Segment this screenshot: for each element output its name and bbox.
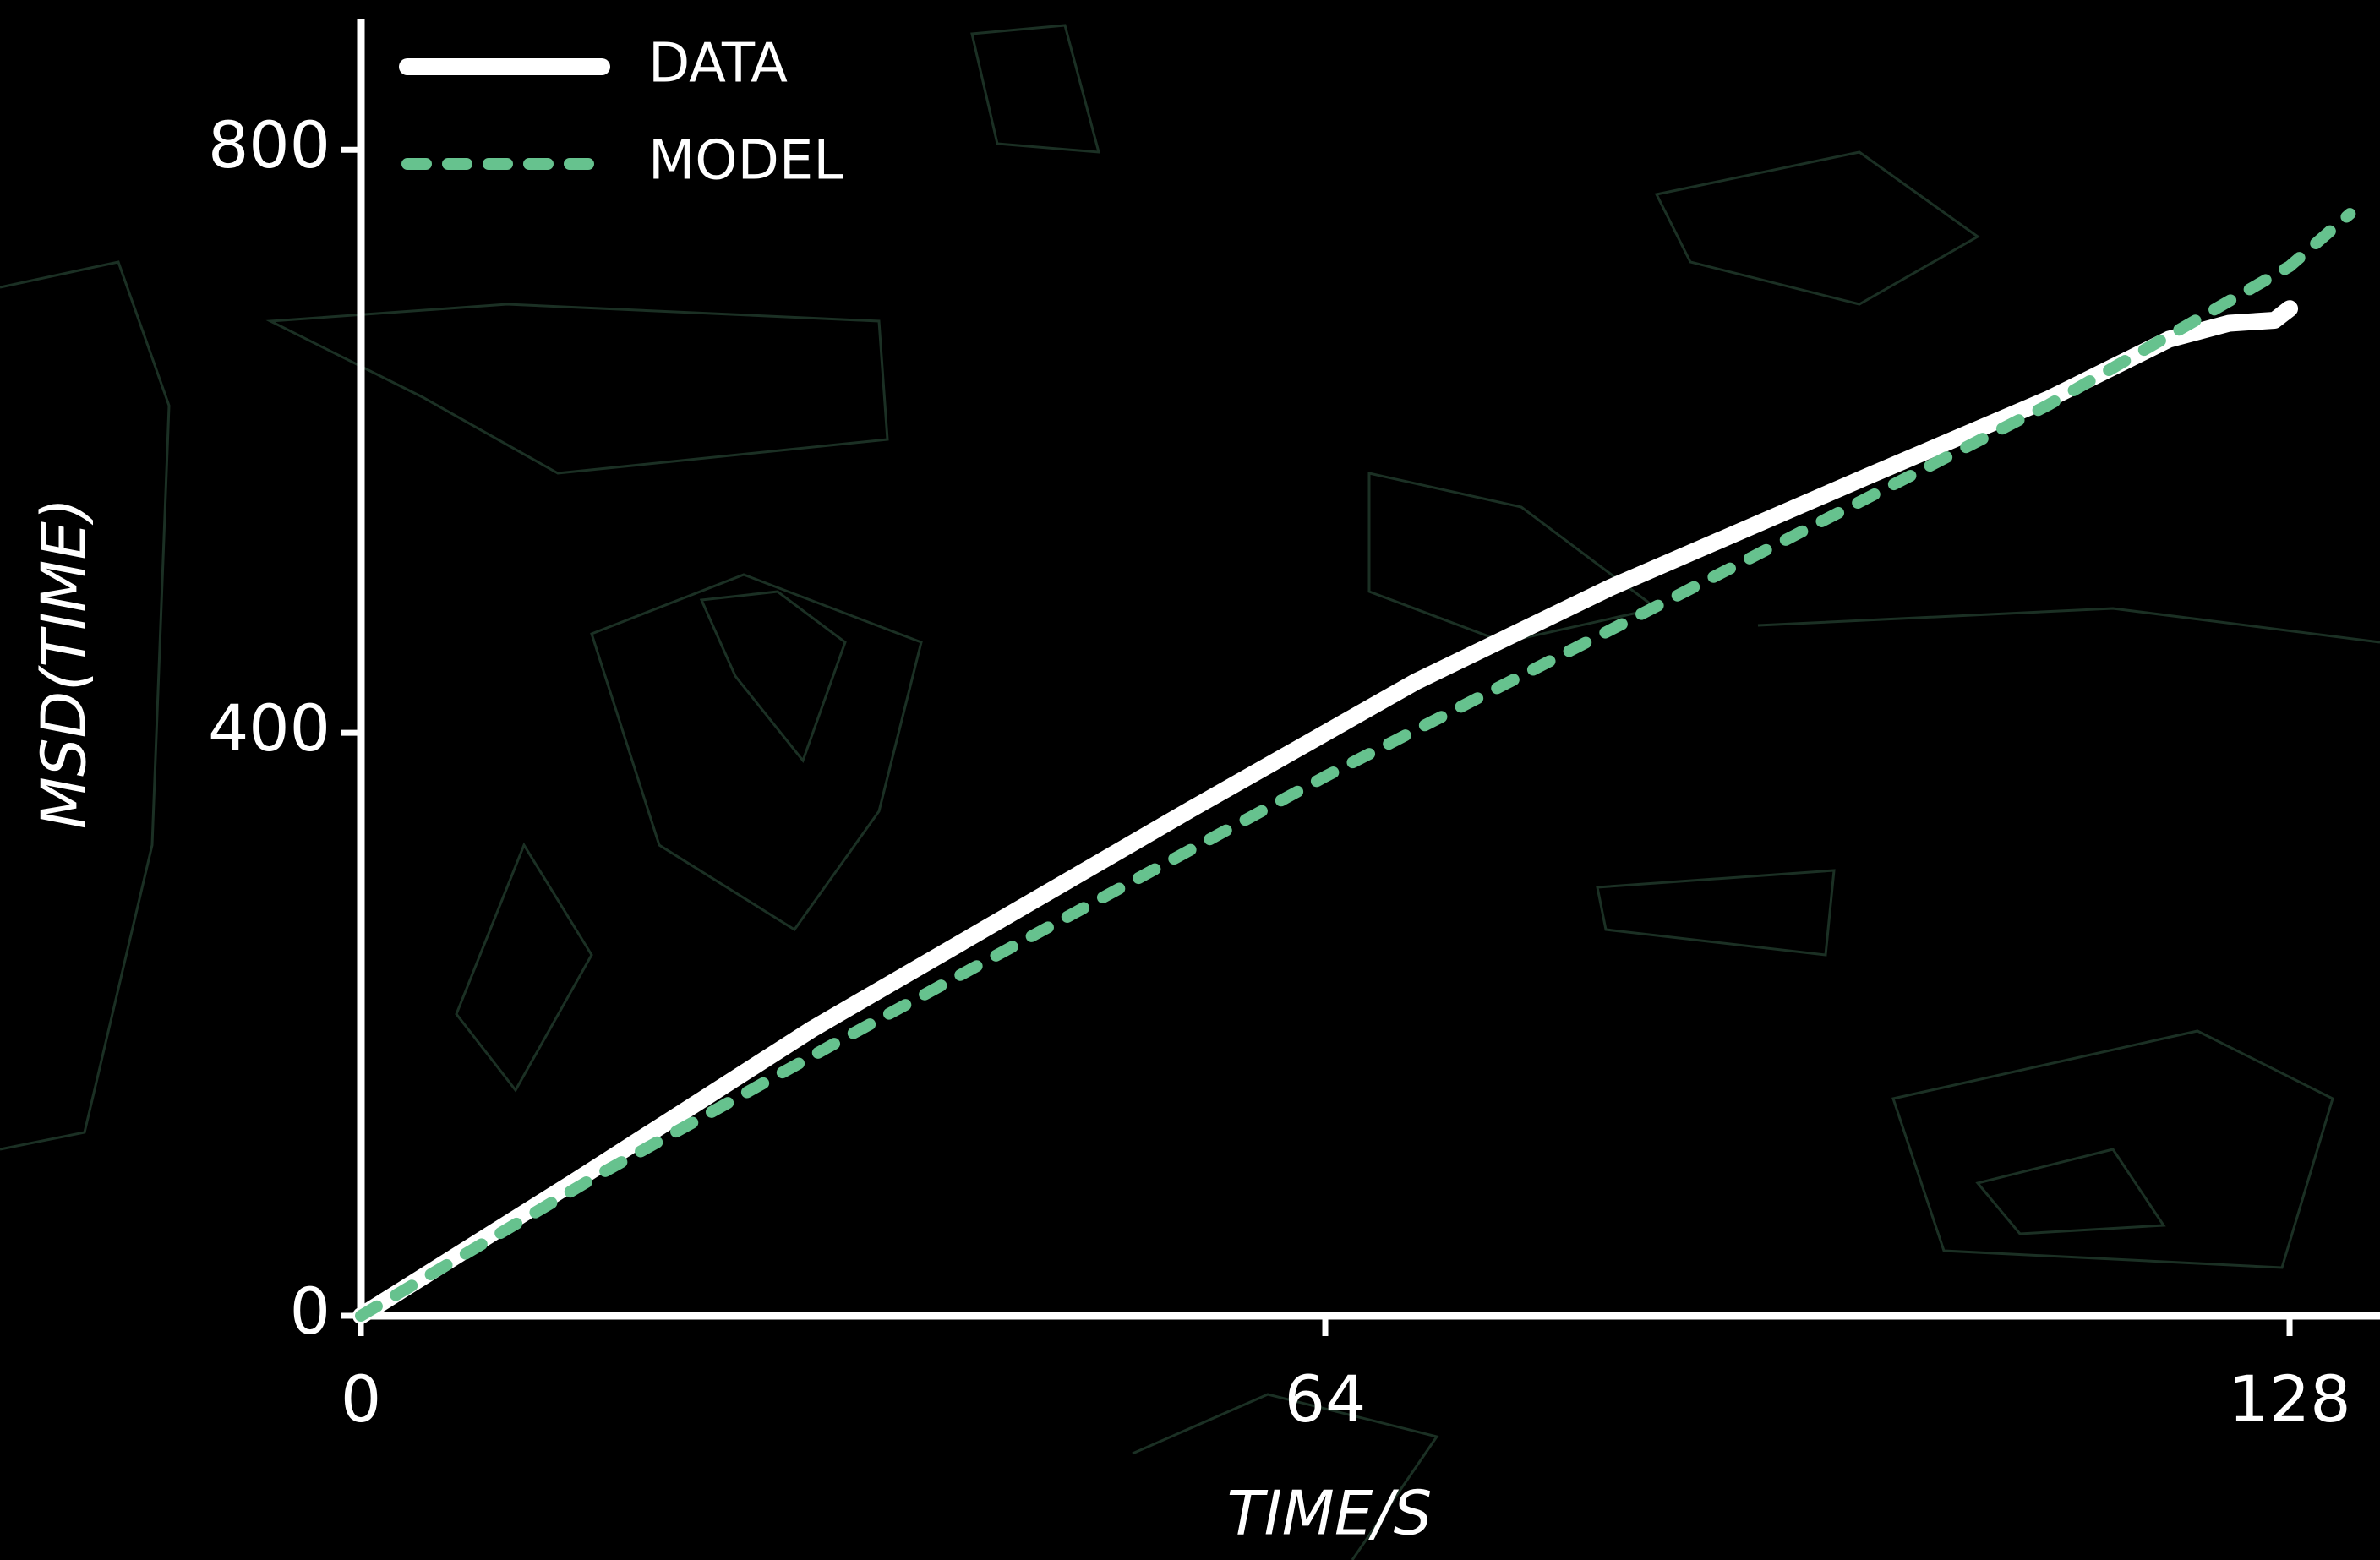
x-tick-label: 64	[1285, 1361, 1367, 1437]
data-line	[352, 300, 2299, 1324]
contour-background	[0, 24, 2380, 1560]
y-tick-label: 800	[208, 107, 330, 183]
legend-label: MODEL	[648, 130, 843, 193]
data-line	[355, 208, 2356, 1322]
x-tick-label: 0	[341, 1361, 381, 1437]
x-axis-label: TIME/S	[1227, 1478, 1433, 1549]
legend-label: DATA	[648, 33, 788, 95]
y-tick-label: 400	[208, 690, 330, 766]
y-tick-label: 0	[290, 1274, 330, 1349]
y-axis-label: MSD(TIME)	[29, 498, 100, 829]
x-tick-label: 128	[2228, 1361, 2350, 1437]
